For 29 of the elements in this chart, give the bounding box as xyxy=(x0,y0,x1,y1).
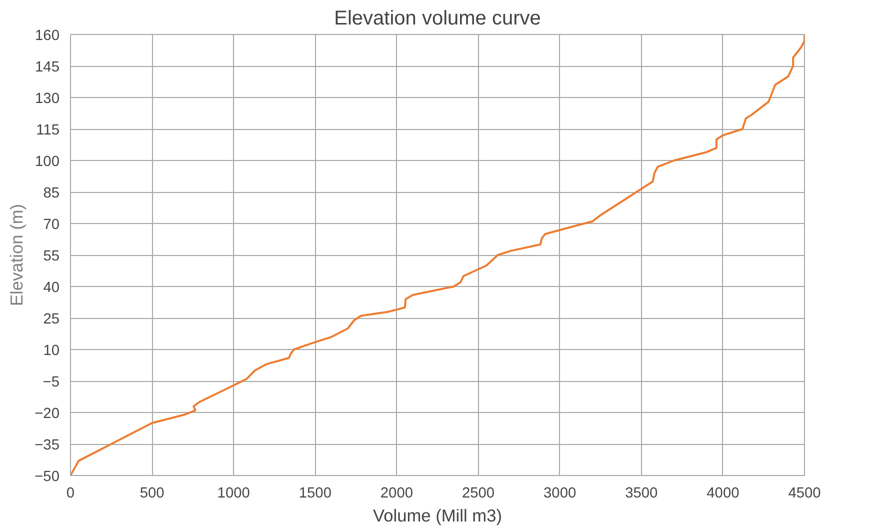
x-tick-label: 0 xyxy=(66,486,75,502)
y-tick-label: 40 xyxy=(43,280,60,296)
y-tick-label: 130 xyxy=(35,91,60,107)
x-tick-label: 2500 xyxy=(462,486,495,502)
x-tick-label: 500 xyxy=(140,486,164,502)
line-series xyxy=(70,34,804,476)
y-tick-label: −20 xyxy=(34,406,60,422)
y-tick-label: 55 xyxy=(43,248,60,264)
y-tick-label: 160 xyxy=(35,28,60,44)
y-tick-label: 10 xyxy=(43,343,60,359)
y-tick-label: 85 xyxy=(43,186,60,202)
x-tick-label: 3000 xyxy=(544,486,576,502)
y-tick-label: 70 xyxy=(43,217,60,233)
x-axis-title: Volume (Mill m3) xyxy=(372,506,502,526)
y-axis-title: Elevation (m) xyxy=(6,204,27,306)
y-tick-label: 25 xyxy=(43,312,60,328)
x-tick-label: 4500 xyxy=(788,486,821,502)
y-tick-label: 145 xyxy=(35,60,60,76)
y-tick-label: −50 xyxy=(34,469,60,485)
chart-title: Elevation volume curve xyxy=(334,8,541,30)
y-tick-label: 100 xyxy=(35,154,60,170)
y-tick-label: −5 xyxy=(42,374,60,390)
y-tick-label: 115 xyxy=(36,122,60,138)
x-tick-label: 4000 xyxy=(706,486,740,502)
x-tick-label: 2000 xyxy=(380,486,414,502)
x-tick-label: 1000 xyxy=(217,486,250,502)
y-tick-label: −35 xyxy=(34,438,60,454)
x-tick-label: 1500 xyxy=(298,486,332,502)
x-tick-label: 3500 xyxy=(625,486,658,502)
